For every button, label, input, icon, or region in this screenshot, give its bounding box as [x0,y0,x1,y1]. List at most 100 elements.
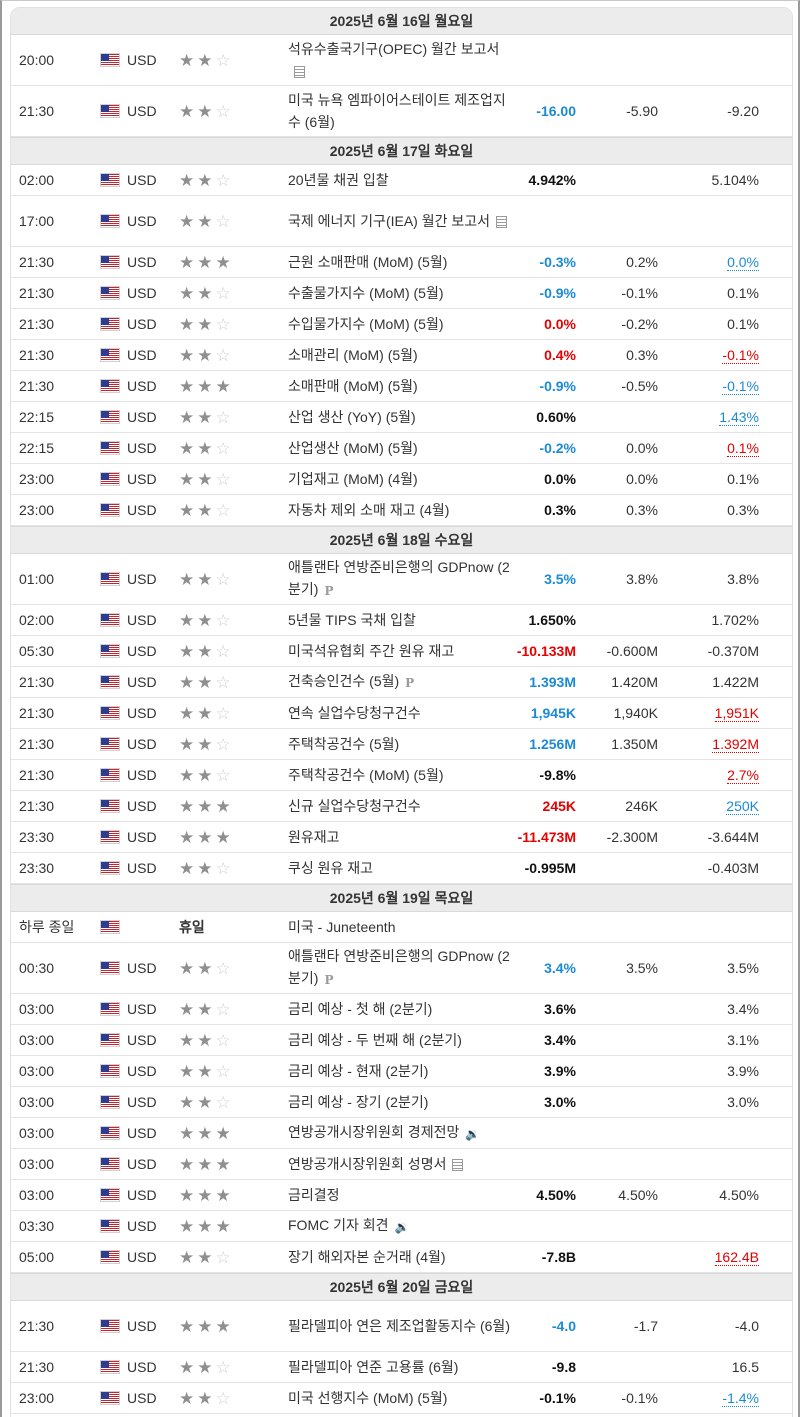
event-name-text[interactable]: 20년물 채권 입찰 [288,172,389,188]
event-name[interactable]: 자동차 제외 소매 재고 (4월) [288,499,449,521]
event-row[interactable]: 05:00 USD ★ ★ ☆ 장기 해외자본 순거래 (4월) -7.8B 162.4B [11,1242,792,1273]
event-row[interactable]: 22:15 USD ★ ★ ☆ 산업생산 (MoM) (5월) -0.2% 0.0% 0.1% [11,433,792,464]
event-name-text[interactable]: 필라델피아 연은 제조업활동지수 (6월) [288,1318,510,1334]
event-row[interactable]: 23:00 USD ★ ★ ☆ 기업재고 (MoM) (4월) 0.0% 0.0% 0.1% [11,464,792,495]
event-name[interactable]: 필라델피아 연준 고용률 (6월) [288,1356,458,1378]
event-name-text[interactable]: 금리 예상 - 두 번째 해 (2분기) [288,1032,462,1048]
event-name-text[interactable]: 금리 예상 - 현재 (2분기) [288,1063,429,1079]
event-name[interactable]: 산업 생산 (YoY) (5월) [288,406,416,428]
event-name-text[interactable]: 애틀랜타 연방준비은행의 GDPnow (2분기) [288,559,510,598]
event-row[interactable]: 23:00 USD ★ ★ ☆ 자동차 제외 소매 재고 (4월) 0.3% 0.3% 0.3% [11,495,792,526]
report-document-icon[interactable] [294,66,305,79]
event-name-text[interactable]: 산업생산 (MoM) (5월) [288,440,418,456]
event-name-text[interactable]: 근원 소매판매 (MoM) (5월) [288,254,448,270]
event-name[interactable]: 미국 선행지수 (MoM) (5월) [288,1387,447,1409]
event-name-text[interactable]: 주택착공건수 (MoM) (5월) [288,767,444,783]
previous-value[interactable]: 162.4B [714,1248,759,1266]
event-name-text[interactable]: 수출물가지수 (MoM) (5월) [288,285,444,301]
event-row[interactable]: 20:00 USD ★ ★ ☆ 석유수출국기구(OPEC) 월간 보고서 [11,35,792,86]
event-row[interactable]: 21:30 USD ★ ★ ☆ 연속 실업수당청구건수 1,945K 1,940K 1,951K [11,698,792,729]
event-row[interactable]: 21:30 USD ★ ★ ☆ 수입물가지수 (MoM) (5월) 0.0% -0.2% 0.1… [11,309,792,340]
event-row[interactable]: 00:30 USD ★ ★ ☆ 애틀랜타 연방준비은행의 GDPnow (2분기) P 3.4… [11,943,792,994]
event-name-text[interactable]: 미국 - Juneteenth [288,919,396,935]
event-name[interactable]: 금리 예상 - 현재 (2분기) [288,1060,428,1082]
event-row[interactable]: 01:00 USD ★ ★ ☆ 애틀랜타 연방준비은행의 GDPnow (2분기) P 3.5… [11,554,792,605]
event-name-text[interactable]: 석유수출국기구(OPEC) 월간 보고서 [288,41,500,57]
event-name[interactable]: 연방공개시장위원회 성명서 [288,1153,464,1175]
event-name[interactable]: 금리결정 [288,1184,340,1206]
event-name-text[interactable]: 산업 생산 (YoY) (5월) [288,409,416,425]
event-row[interactable]: 21:30 USD ★ ★ ☆ 수출물가지수 (MoM) (5월) -0.9% -0.1% 0.… [11,278,792,309]
event-row[interactable]: 21:30 USD ★ ★ ★ 신규 실업수당청구건수 245K 246K 250K [11,791,792,822]
event-name[interactable]: FOMC 기자 회견 🔉 [288,1214,409,1237]
event-row[interactable]: 21:30 USD ★ ★ ☆ 미국 뉴욕 엠파이어스테이트 제조업지수 (6월) -16.… [11,86,792,137]
event-name-text[interactable]: 연방공개시장위원회 성명서 [288,1156,447,1172]
event-name-text[interactable]: 쿠싱 원유 재고 [288,860,374,876]
event-name-text[interactable]: 미국석유협회 주간 원유 재고 [288,643,455,659]
previous-value[interactable]: 250K [726,797,759,815]
event-name-text[interactable]: 장기 해외자본 순거래 (4월) [288,1249,446,1265]
event-row[interactable]: 22:15 USD ★ ★ ☆ 산업 생산 (YoY) (5월) 0.60% 1.43% [11,402,792,433]
event-row[interactable]: 03:00 USD ★ ★ ☆ 금리 예상 - 첫 해 (2분기) 3.6% 3.4% [11,994,792,1025]
event-row[interactable]: 03:00 USD ★ ★ ☆ 금리 예상 - 현재 (2분기) 3.9% 3.9% [11,1056,792,1087]
report-document-icon[interactable] [496,216,508,229]
event-name[interactable]: 장기 해외자본 순거래 (4월) [288,1246,446,1268]
event-name-text[interactable]: 신규 실업수당청구건수 [288,798,421,814]
event-name[interactable]: 주택착공건수 (5월) [288,733,399,755]
event-name[interactable]: 미국석유협회 주간 원유 재고 [288,640,454,662]
event-row[interactable]: 21:30 USD ★ ★ ☆ 건축승인건수 (5월) P 1.393M 1.420M 1.422… [11,667,792,698]
event-name[interactable]: 근원 소매판매 (MoM) (5월) [288,251,447,273]
previous-value[interactable]: -1.4% [722,1389,759,1407]
event-row[interactable]: 02:00 USD ★ ★ ☆ 20년물 채권 입찰 4.942% 5.104% [11,165,792,196]
event-row[interactable]: 03:00 USD ★ ★ ★ 연방공개시장위원회 성명서 [11,1149,792,1180]
previous-value[interactable]: 1,951K [714,704,759,722]
speech-speaker-icon[interactable]: 🔉 [394,1219,410,1234]
event-row[interactable]: 21:30 USD ★ ★ ★ 근원 소매판매 (MoM) (5월) -0.3% 0.2% 0.… [11,247,792,278]
event-row[interactable]: 21:30 USD ★ ★ ☆ 필라델피아 연준 고용률 (6월) -9.8 16.5 [11,1352,792,1383]
event-name-text[interactable]: 5년물 TIPS 국채 입찰 [288,612,416,628]
event-name-text[interactable]: 수입물가지수 (MoM) (5월) [288,316,444,332]
event-name[interactable]: 국제 에너지 기구(IEA) 월간 보고서 [288,210,508,232]
event-row[interactable]: 21:30 USD ★ ★ ☆ 주택착공건수 (MoM) (5월) -9.8% 2.7% [11,760,792,791]
event-row[interactable]: 05:30 USD ★ ★ ☆ 미국석유협회 주간 원유 재고 -10.133M -0.600… [11,636,792,667]
event-name[interactable]: 수입물가지수 (MoM) (5월) [288,313,443,335]
event-row[interactable]: 23:30 USD ★ ★ ★ 원유재고 -11.473M -2.300M -3.644M [11,822,792,853]
event-row[interactable]: 23:30 USD ★ ★ ☆ 쿠싱 원유 재고 -0.995M -0.403M [11,853,792,884]
event-row[interactable]: 23:00 USD ★ ★ ☆ 미국 선행지수 (MoM) (5월) -0.1% -0.1% -… [11,1383,792,1414]
event-name[interactable]: 수출물가지수 (MoM) (5월) [288,282,443,304]
event-row[interactable]: 하루 종일 휴일 미국 - Juneteenth [11,912,792,943]
event-name[interactable]: 애틀랜타 연방준비은행의 GDPnow (2분기) P [288,945,510,990]
event-name-text[interactable]: 소매관리 (MoM) (5월) [288,347,418,363]
event-name[interactable]: 필라델피아 연은 제조업활동지수 (6월) [288,1315,510,1337]
event-row[interactable]: 21:30 USD ★ ★ ☆ 소매관리 (MoM) (5월) 0.4% 0.3% -0.1% [11,340,792,371]
event-row[interactable]: 03:00 USD ★ ★ ★ 금리결정 4.50% 4.50% 4.50% [11,1180,792,1211]
event-name[interactable]: 기업재고 (MoM) (4월) [288,468,418,490]
event-name[interactable]: 건축승인건수 (5월) P [288,670,414,693]
event-name[interactable]: 소매판매 (MoM) (5월) [288,375,418,397]
previous-value[interactable]: 0.1% [727,439,759,457]
previous-value[interactable]: -0.1% [722,346,759,364]
event-row[interactable]: 03:00 USD ★ ★ ☆ 금리 예상 - 두 번째 해 (2분기) 3.4% 3.1% [11,1025,792,1056]
report-document-icon[interactable] [452,1159,464,1172]
event-row[interactable]: 21:30 USD ★ ★ ★ 필라델피아 연은 제조업활동지수 (6월) -4.0 -1.7… [11,1301,792,1352]
event-row[interactable]: 02:00 USD ★ ★ ☆ 5년물 TIPS 국채 입찰 1.650% 1.702% [11,605,792,636]
event-name-text[interactable]: 미국 선행지수 (MoM) (5월) [288,1390,448,1406]
event-row[interactable]: 21:30 USD ★ ★ ☆ 주택착공건수 (5월) 1.256M 1.350M 1.392M [11,729,792,760]
event-name[interactable]: 석유수출국기구(OPEC) 월간 보고서 [288,38,510,82]
event-name[interactable]: 원유재고 [288,826,340,848]
event-row[interactable]: 21:30 USD ★ ★ ★ 소매판매 (MoM) (5월) -0.9% -0.5% -0.1… [11,371,792,402]
event-name[interactable]: 쿠싱 원유 재고 [288,857,373,879]
event-row[interactable]: 03:00 USD ★ ★ ☆ 금리 예상 - 장기 (2분기) 3.0% 3.0% [11,1087,792,1118]
event-name[interactable]: 소매관리 (MoM) (5월) [288,344,418,366]
previous-value[interactable]: 2.7% [727,766,759,784]
event-name[interactable]: 금리 예상 - 첫 해 (2분기) [288,998,432,1020]
event-name-text[interactable]: 국제 에너지 기구(IEA) 월간 보고서 [288,213,491,229]
event-name[interactable]: 연방공개시장위원회 경제전망 🔉 [288,1121,480,1144]
event-name[interactable]: 미국 - Juneteenth [288,916,395,938]
event-name-text[interactable]: 금리 예상 - 장기 (2분기) [288,1094,429,1110]
event-name-text[interactable]: 연방공개시장위원회 경제전망 [288,1124,460,1141]
previous-value[interactable]: 1.392M [712,735,759,753]
event-name[interactable]: 연속 실업수당청구건수 [288,702,421,724]
event-name-text[interactable]: FOMC 기자 회견 [288,1217,389,1234]
event-name-text[interactable]: 연속 실업수당청구건수 [288,705,421,721]
